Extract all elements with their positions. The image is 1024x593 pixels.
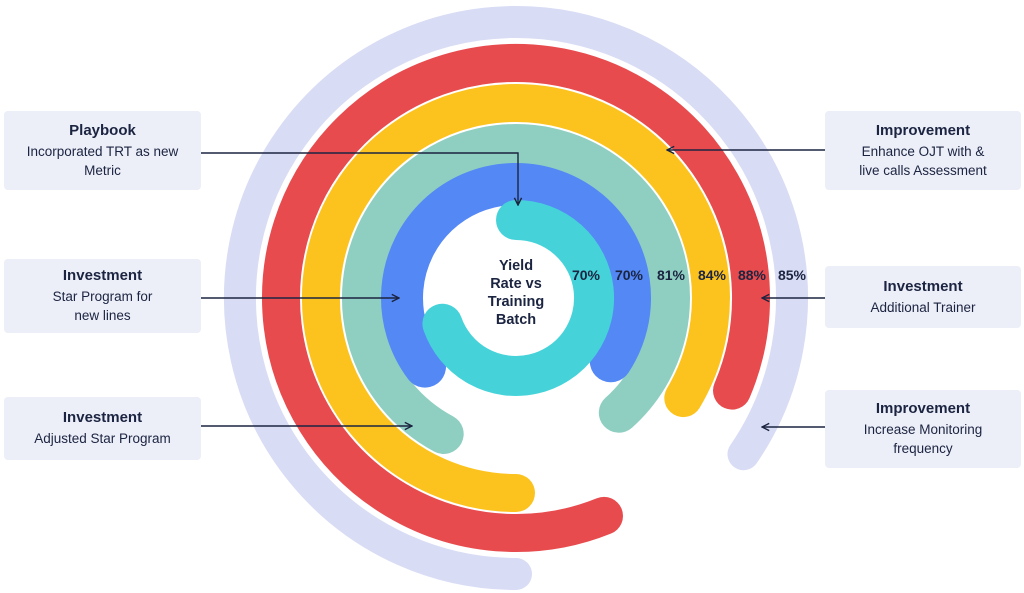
value-label-2: 70% (615, 267, 644, 283)
value-label-3: 81% (657, 267, 686, 283)
annotation-investment-trainer: Investment Additional Trainer (825, 266, 1021, 328)
annotation-text: Incorporated TRT as new Metric (26, 143, 179, 178)
annotation-text: Enhance OJT with & live calls Assessment (859, 143, 987, 178)
ring-bar-6 (223, 6, 808, 590)
center-label: Yield Rate vs Training Batch (487, 258, 545, 328)
annotation-title: Improvement (875, 121, 971, 139)
annotation-title: Investment (62, 267, 143, 284)
ring-bar-1 (422, 200, 615, 396)
annotation-text: Additional Trainer (870, 299, 976, 315)
value-label-6: 85% (778, 267, 807, 283)
annotation-playbook: Playbook Incorporated TRT as new Metric (4, 111, 201, 190)
annotation-title: Investment (883, 277, 963, 295)
ring-bar-2 (381, 162, 651, 388)
value-label-1: 70% (572, 267, 601, 283)
annotation-improvement-ojt: Improvement Enhance OJT with & live call… (825, 111, 1021, 190)
ring-bar-3 (342, 124, 690, 454)
annotation-investment-adjusted: Investment Adjusted Star Program (4, 397, 201, 460)
annotation-title: Playbook (69, 121, 136, 139)
annotation-text: Adjusted Star Program (34, 431, 171, 446)
annotation-title: Improvement (875, 400, 971, 417)
ring-bar-4 (302, 84, 730, 512)
annotation-title: Investment (62, 409, 143, 426)
ring-bar-5 (262, 44, 770, 552)
annotation-text: Star Program for new lines (52, 289, 153, 323)
annotation-improvement-monitoring: Improvement Increase Monitoring frequenc… (825, 390, 1021, 468)
value-label-5: 88% (738, 267, 767, 283)
annotation-text: Increase Monitoring frequency (863, 422, 983, 456)
arrow-playbook (201, 152, 518, 205)
annotation-investment-star: Investment Star Program for new lines (4, 259, 201, 333)
value-label-4: 84% (698, 267, 727, 283)
